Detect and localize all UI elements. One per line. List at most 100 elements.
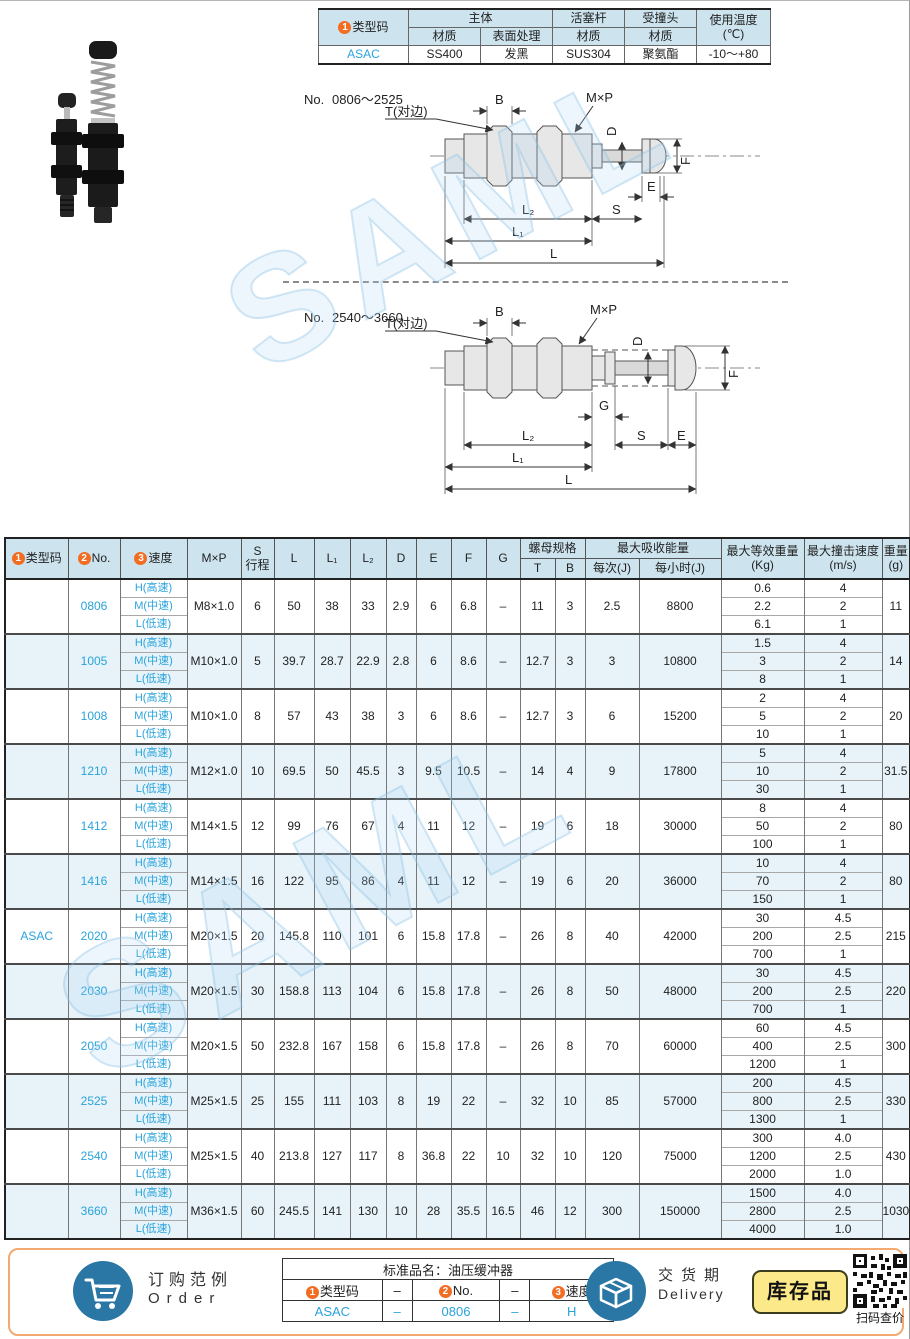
spec-t: 11: [519, 578, 556, 634]
spec-f: 35.5: [450, 1183, 487, 1239]
speed-label[interactable]: H(高速): [119, 578, 188, 598]
speed-label[interactable]: M(中速): [119, 707, 188, 726]
part-no-link[interactable]: 2030: [67, 963, 121, 1019]
spec-l2: 67: [349, 798, 387, 854]
speed-label[interactable]: M(中速): [119, 652, 188, 671]
spec-d: 2.8: [385, 633, 417, 689]
speed-label[interactable]: H(高速): [119, 1128, 188, 1148]
max-equivalent-weight: 4000: [720, 1220, 805, 1239]
max-impact-speed: 2: [803, 872, 883, 891]
unit-weight: 20: [881, 688, 910, 744]
part-no-link[interactable]: 1005: [67, 633, 121, 689]
part-no-link[interactable]: 1416: [67, 853, 121, 909]
spec-d: 6: [385, 1018, 417, 1074]
speed-label[interactable]: H(高速): [119, 1183, 188, 1203]
speed-label[interactable]: H(高速): [119, 798, 188, 818]
spec-head-material-value: 聚氨酯: [624, 45, 698, 65]
speed-label[interactable]: M(中速): [119, 927, 188, 946]
spec-l: 99: [273, 798, 315, 854]
speed-label[interactable]: H(高速): [119, 853, 188, 873]
spec-g: –: [485, 1018, 521, 1074]
type-code-cell: [4, 963, 69, 1019]
part-no-link[interactable]: 1210: [67, 743, 121, 799]
speed-label[interactable]: L(低速): [119, 725, 188, 744]
speed-label[interactable]: L(低速): [119, 670, 188, 689]
part-no-link[interactable]: 2540: [67, 1128, 121, 1184]
max-equivalent-weight: 1200: [720, 1055, 805, 1074]
speed-label[interactable]: M(中速): [119, 1092, 188, 1111]
dim-label-MxP: M×P: [590, 302, 617, 317]
spec-e: 6: [415, 578, 452, 634]
max-equivalent-weight: 1300: [720, 1110, 805, 1129]
max-impact-speed: 4.5: [803, 908, 883, 928]
max-equivalent-weight: 1200: [720, 1147, 805, 1166]
spec-type-value[interactable]: ASAC: [318, 45, 409, 65]
spec-per_cycle: 300: [584, 1183, 640, 1239]
speed-label[interactable]: L(低速): [119, 945, 188, 964]
speed-label[interactable]: L(低速): [119, 1165, 188, 1184]
speed-label[interactable]: L(低速): [119, 1110, 188, 1129]
part-no-link[interactable]: 2525: [67, 1073, 121, 1129]
spec-l1: 167: [313, 1018, 351, 1074]
max-impact-speed: 4: [803, 578, 883, 598]
speed-label[interactable]: H(高速): [119, 1018, 188, 1038]
spec-s: 25: [240, 1073, 275, 1129]
spec-per_hour: 10800: [638, 633, 722, 689]
spec-s: 60: [240, 1183, 275, 1239]
speed-label[interactable]: L(低速): [119, 615, 188, 634]
speed-label[interactable]: M(中速): [119, 597, 188, 616]
cart-icon: [73, 1261, 133, 1321]
speed-label[interactable]: L(低速): [119, 890, 188, 909]
max-impact-speed: 2: [803, 597, 883, 616]
part-no-link[interactable]: 1412: [67, 798, 121, 854]
dimension-data-table: 1 类型码 2 No. 3 速度 M×P S 行程 L L₁ L₂ D E F G 螺母…: [4, 537, 910, 1240]
spec-b: 3: [554, 633, 586, 689]
speed-label[interactable]: L(低速): [119, 1055, 188, 1074]
max-equivalent-weight: 6.1: [720, 615, 805, 634]
part-no-link[interactable]: 2020: [67, 908, 121, 964]
spec-e: 11: [415, 798, 452, 854]
max-impact-speed: 2.5: [803, 1092, 883, 1111]
spec-b: 8: [554, 908, 586, 964]
speed-label[interactable]: L(低速): [119, 835, 188, 854]
max-impact-speed: 2.5: [803, 1202, 883, 1221]
speed-label[interactable]: M(中速): [119, 1147, 188, 1166]
speed-label[interactable]: H(高速): [119, 908, 188, 928]
speed-label[interactable]: M(中速): [119, 1202, 188, 1221]
speed-label[interactable]: M(中速): [119, 1037, 188, 1056]
spec-g: –: [485, 743, 521, 799]
speed-label[interactable]: M(中速): [119, 872, 188, 891]
speed-label[interactable]: L(低速): [119, 780, 188, 799]
speed-label[interactable]: H(高速): [119, 688, 188, 708]
col-header-L2: L₂: [349, 537, 387, 580]
spec-l2: 104: [349, 963, 387, 1019]
speed-label[interactable]: L(低速): [119, 1000, 188, 1019]
speed-label[interactable]: M(中速): [119, 817, 188, 836]
speed-label[interactable]: H(高速): [119, 743, 188, 763]
speed-label[interactable]: H(高速): [119, 963, 188, 983]
part-no-link[interactable]: 3660: [67, 1183, 121, 1239]
diagram1-range: 0806～2525: [332, 92, 403, 107]
max-equivalent-weight: 1.5: [720, 633, 805, 653]
part-no-link[interactable]: 0806: [67, 578, 121, 634]
max-impact-speed: 1.0: [803, 1220, 883, 1239]
spec-t: 19: [519, 798, 556, 854]
part-no-link[interactable]: 1008: [67, 688, 121, 744]
speed-label[interactable]: M(中速): [119, 762, 188, 781]
speed-label[interactable]: L(低速): [119, 1220, 188, 1239]
svg-text:No.: No.: [304, 92, 324, 107]
type-code-cell[interactable]: ASAC: [4, 908, 69, 964]
spec-l2: 45.5: [349, 743, 387, 799]
spec-per_hour: 17800: [638, 743, 722, 799]
spec-b: 6: [554, 798, 586, 854]
part-no-link[interactable]: 2050: [67, 1018, 121, 1074]
speed-label[interactable]: H(高速): [119, 1073, 188, 1093]
order-dash: –: [499, 1279, 531, 1301]
spec-l1: 76: [313, 798, 351, 854]
speed-label[interactable]: H(高速): [119, 633, 188, 653]
spec-f: 8.6: [450, 633, 487, 689]
speed-label[interactable]: M(中速): [119, 982, 188, 1001]
dim-label-T: T(对边): [385, 316, 428, 331]
max-impact-speed: 1: [803, 1055, 883, 1074]
spec-mxp: M10×1.0: [186, 688, 242, 744]
